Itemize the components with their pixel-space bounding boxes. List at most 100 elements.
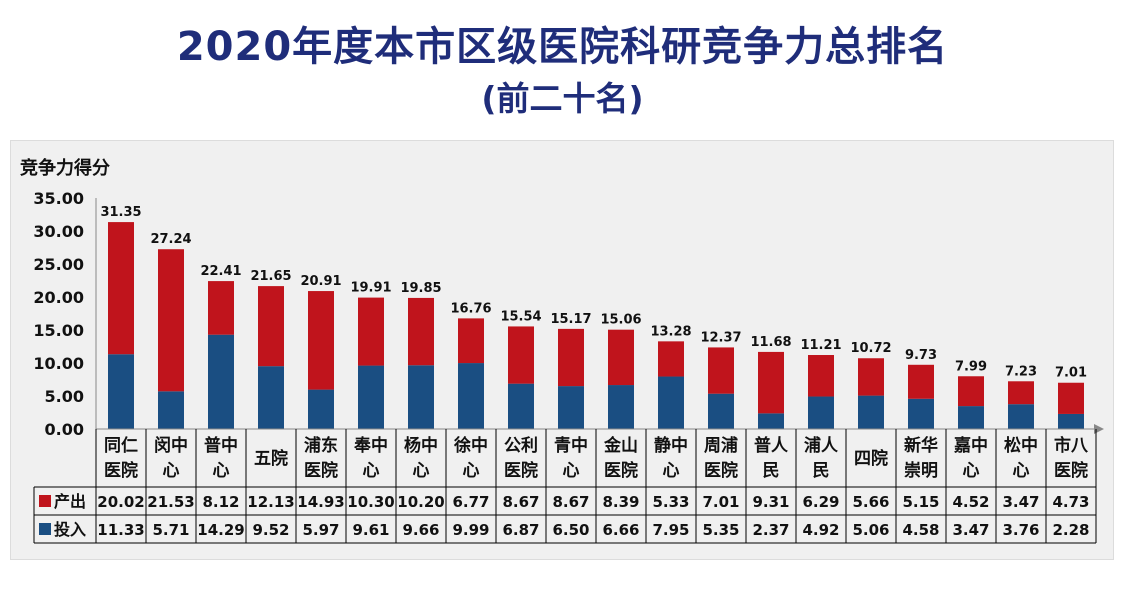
chart-subtitle: (前二十名) — [481, 79, 644, 118]
table-value-output-7: 6.77 — [452, 493, 489, 511]
category-label-17-line-0: 嘉中 — [953, 435, 988, 456]
bar-input-18 — [1008, 404, 1034, 429]
table-value-output-3: 12.13 — [247, 493, 294, 511]
bar-input-0 — [108, 354, 134, 429]
category-label-13-line-1: 民 — [763, 461, 780, 481]
bar-output-5 — [358, 297, 384, 366]
total-label-9: 15.17 — [550, 312, 591, 327]
bar-output-17 — [958, 376, 984, 407]
total-label-13: 11.68 — [750, 335, 791, 350]
category-label-2-line-0: 普中 — [204, 435, 238, 456]
bar-input-9 — [558, 386, 584, 429]
bar-input-12 — [708, 393, 734, 429]
category-label-3-line-0: 五院 — [254, 448, 288, 469]
table-value-input-5: 9.61 — [352, 521, 389, 539]
category-label-13-line-0: 普人 — [754, 435, 789, 456]
table-value-input-6: 9.66 — [402, 521, 439, 539]
table-value-output-9: 8.67 — [552, 493, 589, 511]
table-value-output-19: 4.73 — [1052, 493, 1089, 511]
bar-input-2 — [208, 334, 234, 429]
y-tick-label-5: 25.00 — [33, 255, 84, 274]
table-value-input-2: 14.29 — [197, 521, 244, 539]
category-label-16-line-0: 新华 — [904, 435, 938, 456]
bar-output-9 — [558, 328, 584, 387]
bar-input-13 — [758, 413, 784, 429]
table-value-output-5: 10.30 — [347, 493, 394, 511]
total-label-3: 21.65 — [250, 269, 291, 284]
category-label-4-line-1: 医院 — [304, 460, 338, 481]
total-label-12: 12.37 — [700, 330, 741, 345]
total-label-10: 15.06 — [600, 313, 641, 328]
bar-output-10 — [608, 329, 634, 386]
table-value-output-14: 6.29 — [802, 493, 839, 511]
total-label-0: 31.35 — [100, 205, 141, 220]
category-label-9-line-1: 心 — [563, 461, 580, 481]
legend-label-input: 投入 — [54, 520, 86, 539]
category-label-6-line-1: 心 — [413, 461, 430, 481]
table-value-input-15: 5.06 — [852, 521, 889, 539]
bar-input-6 — [408, 365, 434, 429]
y-tick-label-3: 15.00 — [33, 321, 84, 340]
table-value-output-10: 8.39 — [602, 493, 639, 511]
table-value-input-13: 2.37 — [752, 521, 789, 539]
table-value-input-8: 6.87 — [502, 521, 539, 539]
table-value-output-0: 20.02 — [97, 493, 144, 511]
table-value-input-16: 4.58 — [902, 521, 939, 539]
table-value-input-18: 3.76 — [1002, 521, 1039, 539]
bar-output-15 — [858, 358, 884, 396]
bar-input-15 — [858, 395, 884, 429]
table-value-input-14: 4.92 — [802, 521, 839, 539]
category-label-0-line-0: 同仁 — [104, 435, 138, 456]
bar-input-8 — [508, 383, 534, 429]
category-label-14-line-1: 民 — [813, 461, 830, 481]
category-label-7-line-1: 心 — [463, 461, 480, 481]
category-label-7-line-0: 徐中 — [453, 435, 488, 456]
category-label-19-line-0: 市八 — [1054, 435, 1089, 456]
category-label-16-line-1: 崇明 — [904, 461, 938, 481]
category-label-18-line-1: 心 — [1013, 461, 1030, 481]
legend-key-output — [39, 495, 51, 507]
table-value-input-9: 6.50 — [552, 521, 589, 539]
category-label-10-line-0: 金山 — [603, 435, 638, 456]
table-value-input-1: 5.71 — [152, 521, 189, 539]
category-label-5-line-1: 心 — [363, 461, 380, 481]
table-value-output-16: 5.15 — [902, 493, 939, 511]
total-label-5: 19.91 — [350, 281, 391, 296]
bar-input-7 — [458, 363, 484, 429]
category-label-17-line-1: 心 — [963, 461, 980, 481]
bar-input-17 — [958, 406, 984, 429]
total-label-17: 7.99 — [955, 359, 987, 374]
category-label-10-line-1: 医院 — [604, 460, 638, 481]
bar-output-2 — [208, 281, 234, 335]
category-label-1-line-0: 闵中 — [154, 435, 188, 456]
y-tick-label-7: 35.00 — [33, 189, 84, 208]
table-value-input-10: 6.66 — [602, 521, 639, 539]
table-value-input-0: 11.33 — [97, 521, 144, 539]
table-value-output-6: 10.20 — [397, 493, 444, 511]
bar-input-1 — [158, 391, 184, 429]
legend-key-input — [39, 523, 51, 535]
table-value-output-2: 8.12 — [202, 493, 239, 511]
total-label-19: 7.01 — [1055, 366, 1087, 381]
y-tick-label-0: 0.00 — [45, 420, 84, 439]
category-label-19-line-1: 医院 — [1054, 460, 1088, 481]
y-tick-label-2: 10.00 — [33, 354, 84, 373]
total-label-7: 16.76 — [450, 301, 491, 316]
table-value-output-11: 5.33 — [652, 493, 689, 511]
total-label-1: 27.24 — [150, 232, 191, 247]
table-value-input-3: 9.52 — [252, 521, 289, 539]
table-value-output-1: 21.53 — [147, 493, 194, 511]
table-value-output-13: 9.31 — [752, 493, 789, 511]
table-value-input-12: 5.35 — [702, 521, 739, 539]
category-label-9-line-0: 青中 — [554, 435, 588, 456]
bar-output-12 — [708, 347, 734, 394]
table-value-output-18: 3.47 — [1002, 493, 1039, 511]
category-label-15-line-0: 四院 — [854, 448, 888, 469]
category-label-6-line-0: 杨中 — [404, 435, 438, 456]
bar-output-7 — [458, 318, 484, 364]
bar-output-16 — [908, 364, 934, 399]
chart-title: 2020年度本市区级医院科研竞争力总排名 — [176, 24, 949, 70]
table-value-output-4: 14.93 — [297, 493, 344, 511]
total-label-18: 7.23 — [1005, 364, 1037, 379]
legend-label-output: 产出 — [54, 492, 86, 511]
